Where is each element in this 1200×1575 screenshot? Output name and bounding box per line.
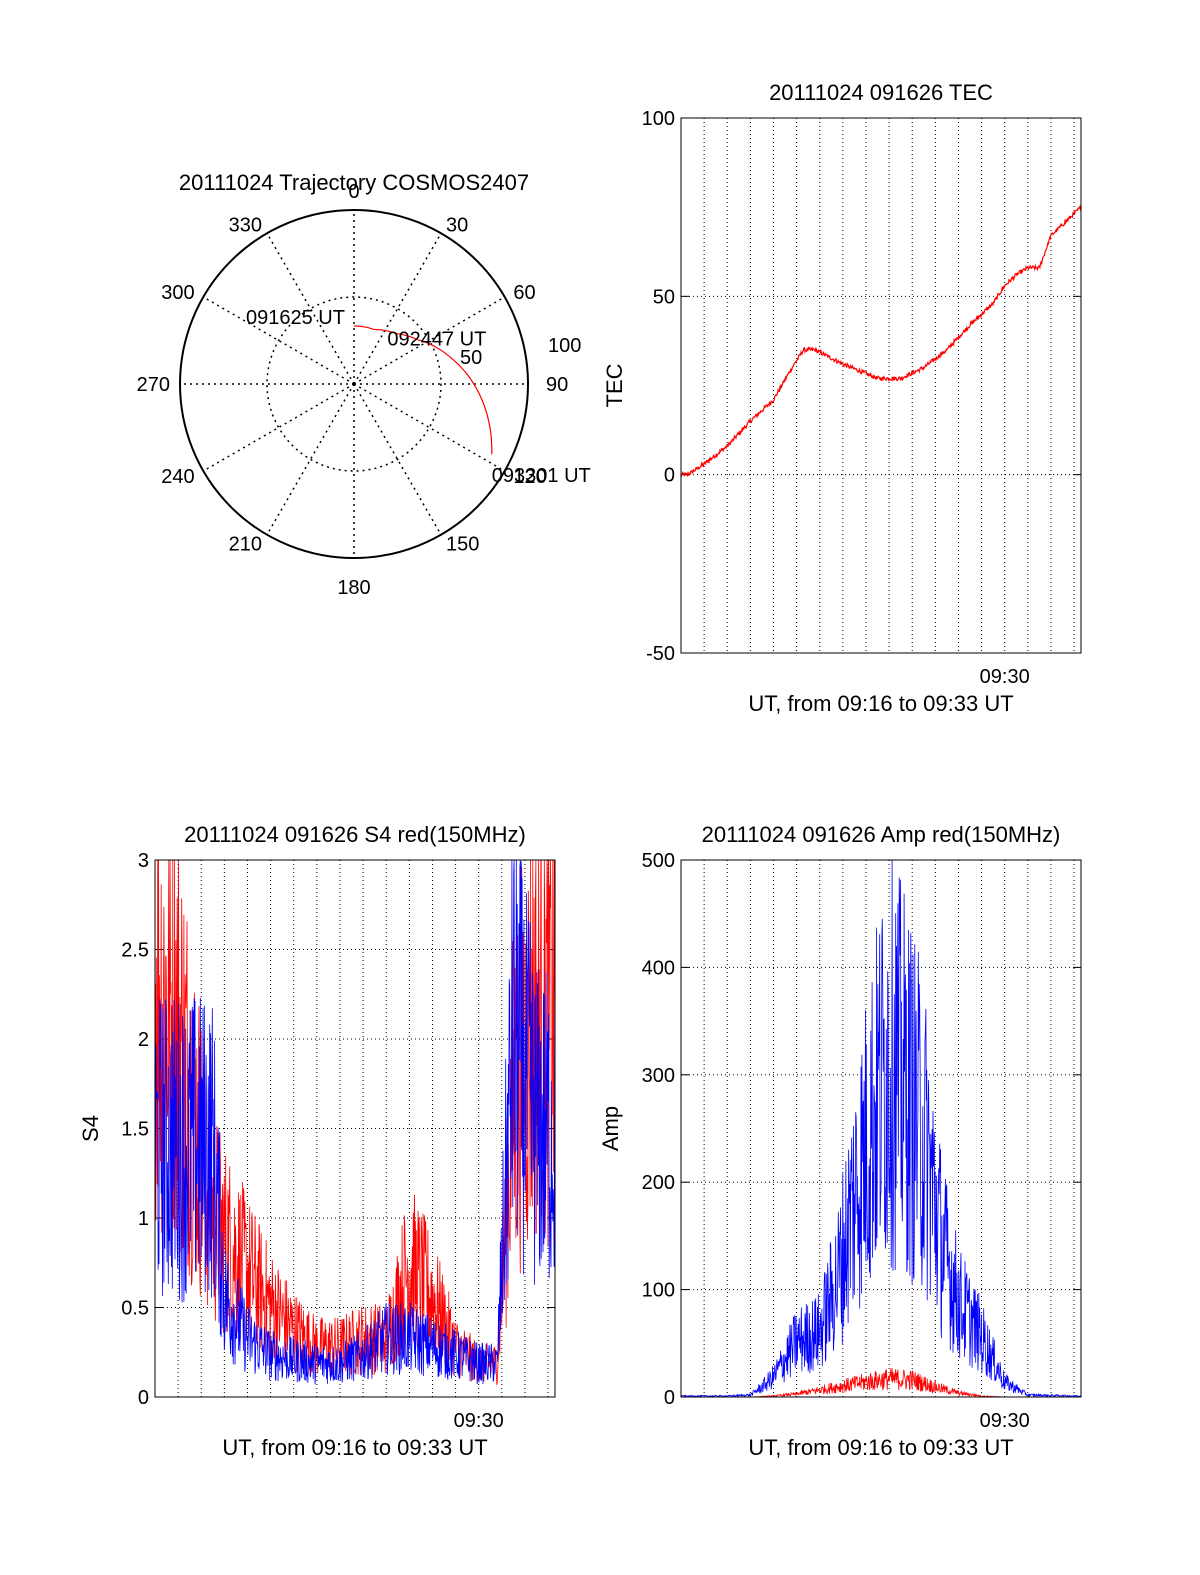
- plot-frame: [680, 117, 1082, 654]
- polar-time-annotation: 091625 UT: [246, 307, 345, 329]
- polar-azimuth-label: 150: [446, 533, 479, 555]
- y-tick-label: 0: [664, 465, 675, 487]
- y-tick-label: 500: [642, 850, 675, 872]
- y-tick-label: 400: [642, 957, 675, 979]
- y-tick-label: 100: [642, 108, 675, 130]
- polar-azimuth-label: 180: [337, 577, 370, 599]
- x-axis-label: UT, from 09:16 to 09:33 UT: [748, 1435, 1013, 1460]
- red-series-line: [680, 204, 1082, 478]
- y-tick-label: -50: [646, 643, 675, 665]
- x-axis-label: UT, from 09:16 to 09:33 UT: [748, 691, 1013, 716]
- y-tick-label: 0: [664, 1387, 675, 1409]
- blue-series-line: [680, 859, 1082, 1398]
- polar-time-annotation: 093301 UT: [492, 465, 591, 487]
- polar-azimuth-label: 0: [348, 181, 359, 203]
- polar-azimuth-label: 30: [446, 215, 468, 237]
- blue-series-line: [154, 859, 556, 1385]
- y-tick-label: 100: [642, 1280, 675, 1302]
- y-tick-label: 0.5: [121, 1298, 149, 1320]
- y-tick-label: 300: [642, 1065, 675, 1087]
- polar-trajectory-line: [354, 325, 493, 455]
- x-axis-label: UT, from 09:16 to 09:33 UT: [222, 1435, 487, 1460]
- y-tick-label: 1.5: [121, 1119, 149, 1141]
- polar-time-annotation: 092447 UT: [387, 329, 486, 351]
- y-tick-label: 2: [138, 1029, 149, 1051]
- polar-azimuth-label: 240: [161, 466, 194, 488]
- y-tick-label: 3: [138, 850, 149, 872]
- polar-spoke: [353, 232, 442, 385]
- polar-azimuth-label: 330: [229, 215, 262, 237]
- polar-azimuth-label: 120: [513, 466, 546, 488]
- x-tick-label: 09:30: [980, 1410, 1030, 1432]
- polar-radial-label: 100: [548, 335, 581, 357]
- s4-line-chart: 0 0.5 1 1.5 2 2.5 3 09:30 UT, from 09:16 to 09:3…: [78, 822, 556, 1460]
- y-tick-label: 0: [138, 1387, 149, 1409]
- polar-spoke: [266, 383, 355, 536]
- y-tick-label: 50: [653, 286, 675, 308]
- chart-title: 20111024 091626 S4 red(150MHz): [184, 822, 526, 847]
- polar-radial-label: 50: [460, 347, 482, 369]
- polar-azimuth-label: 60: [513, 282, 535, 304]
- polar-spoke: [266, 232, 355, 385]
- polar-azimuth-label: 90: [546, 374, 568, 396]
- plot-frame: [680, 859, 1082, 1398]
- polar-outer-circle: [179, 209, 529, 559]
- y-axis-label: TEC: [602, 363, 627, 407]
- polar-azimuth-label: 210: [229, 533, 262, 555]
- y-tick-label: 200: [642, 1172, 675, 1194]
- chart-title: 20111024 Trajectory COSMOS2407: [179, 170, 529, 195]
- y-tick-label: 2.5: [121, 940, 149, 962]
- chart-title: 20111024 091626 Amp red(150MHz): [702, 822, 1061, 847]
- polar-spoke: [202, 296, 355, 385]
- x-tick-label: 09:30: [980, 666, 1030, 688]
- plot-frame: [154, 859, 556, 1398]
- x-tick-label: 09:30: [454, 1410, 504, 1432]
- chart-title: 20111024 091626 TEC: [769, 80, 993, 105]
- y-axis-label: S4: [78, 1115, 103, 1142]
- tec-line-chart: -50 0 50 100 09:30 UT, from 09:16 to 09:33 UT…: [602, 80, 1082, 716]
- amp-line-chart: 0 100 200 300 400 500 09:30 UT, from 09:16 to 0…: [598, 822, 1082, 1460]
- y-tick-label: 1: [138, 1208, 149, 1230]
- y-axis-label: Amp: [598, 1106, 623, 1151]
- trajectory-polar-chart: 0 30 60 90 120 150 180 210 240 270 300 330 50 100 0916…: [137, 170, 591, 599]
- polar-spoke: [353, 383, 442, 536]
- polar-spoke: [353, 296, 506, 385]
- polar-azimuth-label: 300: [161, 282, 194, 304]
- polar-azimuth-label: 270: [137, 374, 170, 396]
- polar-spoke: [353, 383, 506, 472]
- polar-inner-circle: [266, 296, 442, 472]
- polar-spoke: [202, 383, 355, 472]
